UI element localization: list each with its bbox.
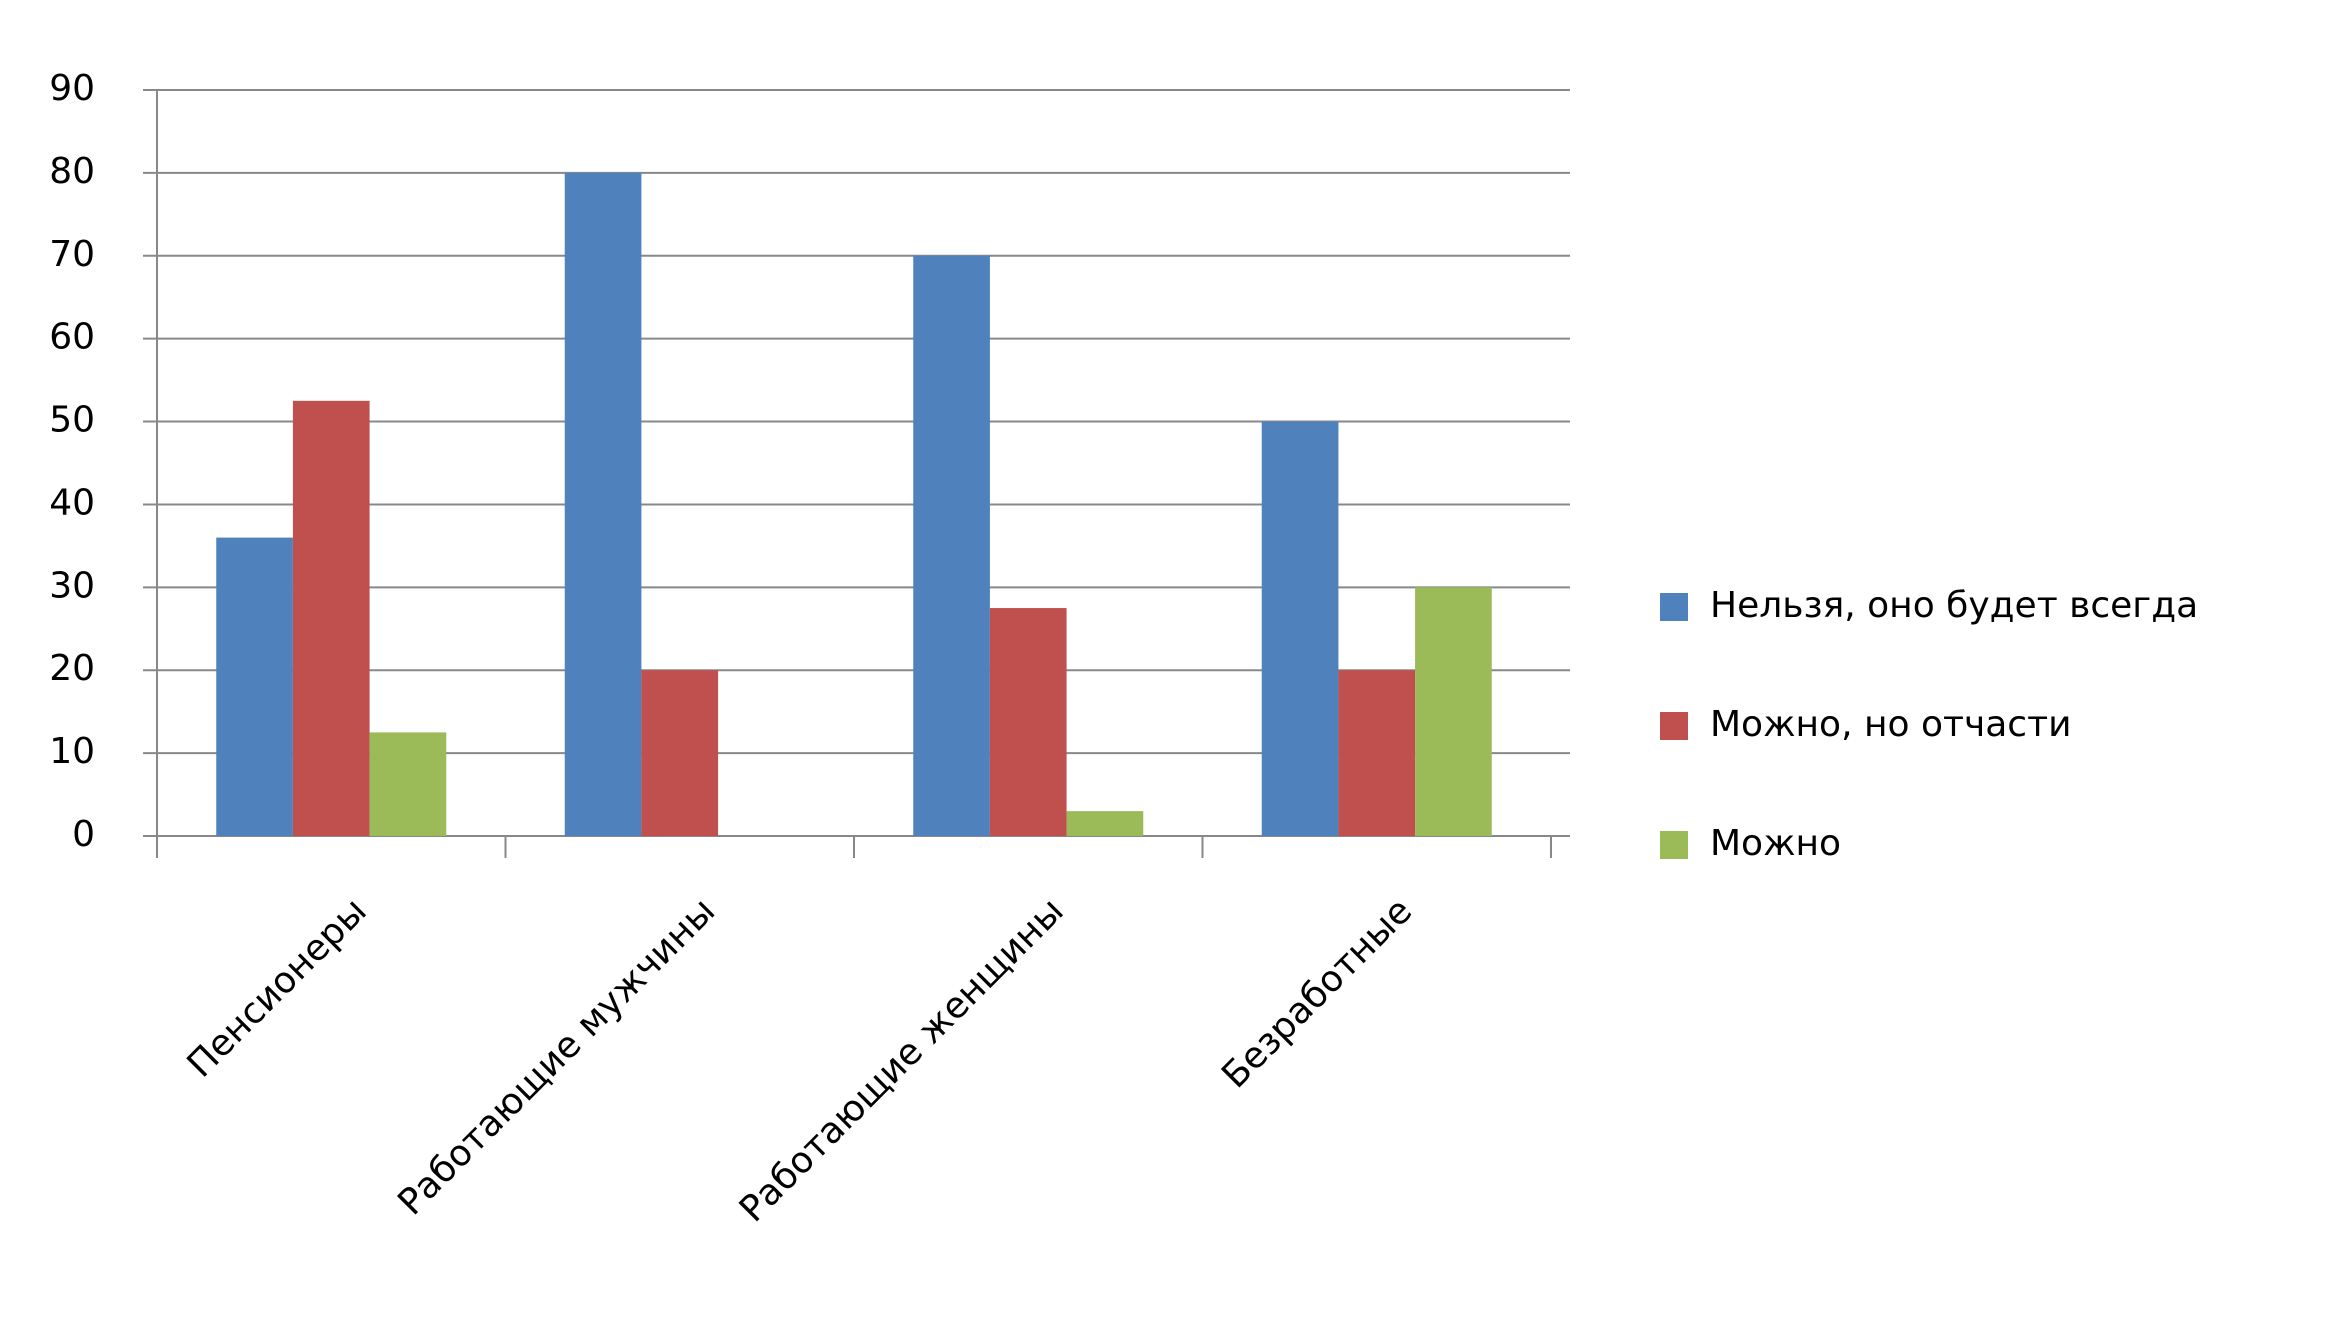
y-tick-label: 50: [49, 400, 95, 441]
x-tick-label: Безработные: [1214, 890, 1420, 1096]
bar: [1066, 811, 1144, 836]
legend-swatch: [1660, 831, 1688, 859]
legend-swatch: [1660, 712, 1688, 740]
y-tick-label: 70: [49, 234, 95, 275]
x-tick-label: Работающие мужчины: [390, 890, 723, 1223]
bar: [216, 537, 293, 836]
bar: [1261, 421, 1339, 836]
y-tick-label: 90: [49, 68, 95, 109]
y-tick-label: 80: [49, 151, 95, 192]
bar: [292, 400, 370, 836]
y-tick-label: 20: [49, 648, 95, 689]
x-tick-label: Пенсионеры: [180, 890, 375, 1085]
bar: [1415, 587, 1492, 836]
legend-label: Можно, но отчасти: [1710, 704, 2071, 745]
x-tick-label: Работающие женщины: [732, 890, 1072, 1230]
y-tick-label: 10: [49, 731, 95, 772]
bar: [641, 670, 719, 836]
bar: [564, 172, 642, 836]
y-tick-label: 30: [49, 565, 95, 606]
legend-swatch: [1660, 593, 1688, 621]
bar: [913, 255, 990, 836]
legend-label: Можно: [1710, 823, 1841, 864]
y-tick-label: 0: [72, 814, 95, 855]
bar: [1338, 670, 1416, 836]
y-tick-label: 40: [49, 482, 95, 523]
bar: [369, 732, 447, 836]
y-tick-label: 60: [49, 317, 95, 358]
bar: [989, 608, 1067, 836]
legend-label: Нельзя, оно будет всегда: [1710, 585, 2198, 626]
